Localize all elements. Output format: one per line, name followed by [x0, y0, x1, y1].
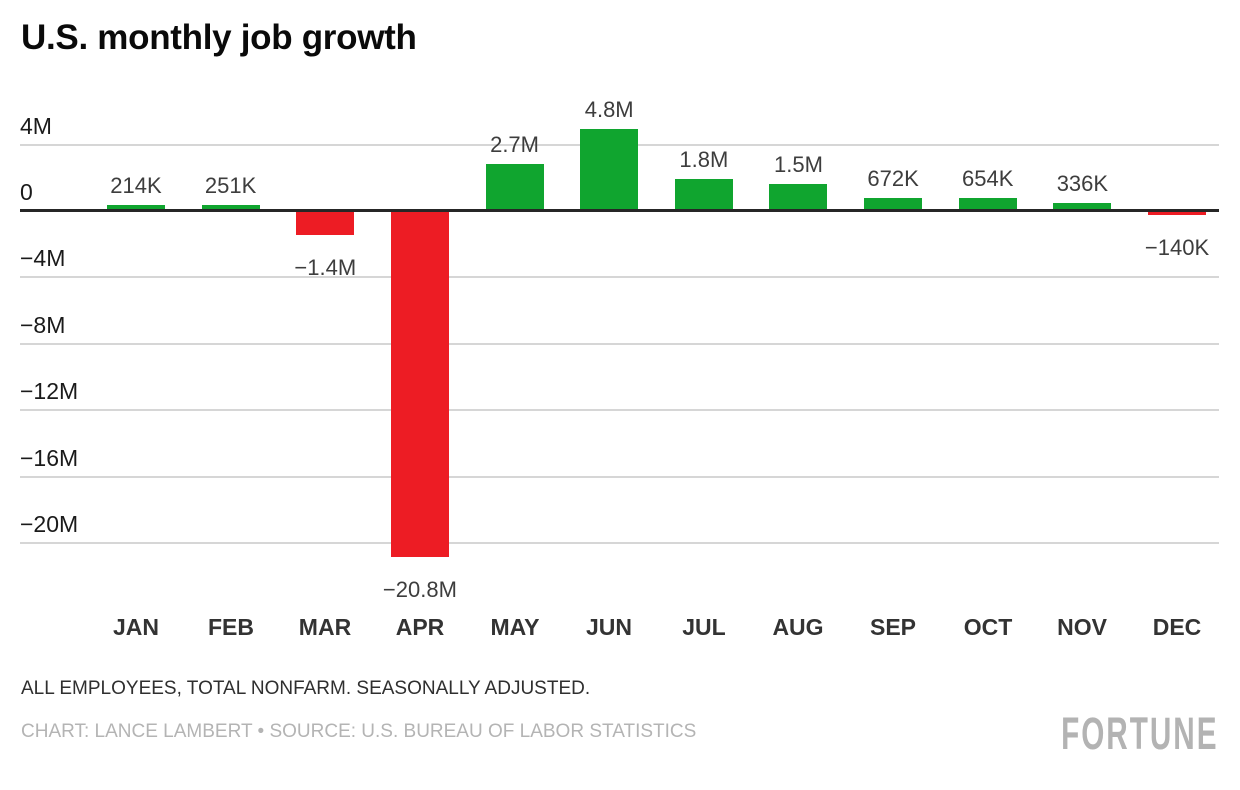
- gridline-minus-20m: [20, 542, 1219, 544]
- value-label-nov: 336K: [1056, 171, 1109, 196]
- x-label-jan: JAN: [112, 614, 159, 640]
- bar-jul: [675, 179, 733, 209]
- value-label-dec: −140K: [1144, 235, 1210, 260]
- x-label-jul: JUL: [682, 614, 726, 640]
- bar-feb: [202, 205, 260, 209]
- gridline-minus-8m: [20, 342, 1219, 345]
- chart-credits: CHART: LANCE LAMBERT • SOURCE: U.S. BURE…: [21, 721, 697, 742]
- bar-aug: [769, 184, 827, 209]
- bar-apr: [391, 212, 449, 557]
- x-label-sep: SEP: [869, 614, 917, 640]
- x-label-jun: JUN: [585, 614, 632, 640]
- bar-may: [486, 164, 544, 209]
- x-label-oct: OCT: [963, 614, 1013, 640]
- x-label-nov: NOV: [1057, 614, 1107, 640]
- value-label-aug: 1.5M: [774, 152, 823, 177]
- x-label-feb: FEB: [208, 614, 254, 640]
- value-label-jun: 4.8M: [584, 97, 634, 122]
- gridline-minus-4m: [20, 276, 1219, 279]
- bar-nov: [1053, 203, 1111, 209]
- x-label-may: MAY: [490, 614, 540, 640]
- bar-sep: [864, 198, 922, 209]
- value-label-may: 2.7M: [490, 132, 540, 157]
- value-label-mar: −1.4M: [294, 255, 357, 280]
- chart-footnote: ALL EMPLOYEES, TOTAL NONFARM. SEASONALLY…: [21, 678, 591, 699]
- x-label-dec: DEC: [1152, 614, 1202, 640]
- bar-jan: [107, 205, 165, 209]
- value-label-feb: 251K: [204, 173, 257, 198]
- value-label-apr: −20.8M: [382, 577, 457, 602]
- x-label-apr: APR: [395, 614, 445, 640]
- bar-mar: [296, 212, 354, 235]
- y-tick-label-0: 0: [20, 179, 33, 205]
- fortune-logo: FORTUNE: [1060, 708, 1218, 759]
- x-label-mar: MAR: [298, 614, 352, 640]
- gridline-minus-16m: [20, 475, 1219, 478]
- value-label-jan: 214K: [110, 173, 162, 198]
- zero-axis-line: [20, 209, 1219, 212]
- y-tick-label-minus-16m: −16M: [20, 444, 79, 471]
- y-tick-label-minus-4m: −4M: [20, 245, 66, 272]
- y-tick-label-minus-12m: −12M: [20, 378, 79, 405]
- y-tick-label-4m: 4M: [20, 112, 52, 139]
- value-label-sep: 672K: [867, 166, 919, 191]
- bar-oct: [959, 198, 1017, 209]
- y-tick-label-minus-20m: −20M: [20, 511, 79, 537]
- value-label-oct: 654K: [962, 166, 1014, 191]
- bar-dec: [1148, 212, 1206, 215]
- x-label-aug: AUG: [772, 614, 824, 640]
- gridline-minus-12m: [20, 409, 1219, 412]
- y-tick-label-minus-8m: −8M: [20, 311, 66, 338]
- value-label-jul: 1.8M: [679, 147, 729, 172]
- bar-jun: [580, 129, 638, 209]
- chart-title: U.S. monthly job growth: [21, 18, 417, 57]
